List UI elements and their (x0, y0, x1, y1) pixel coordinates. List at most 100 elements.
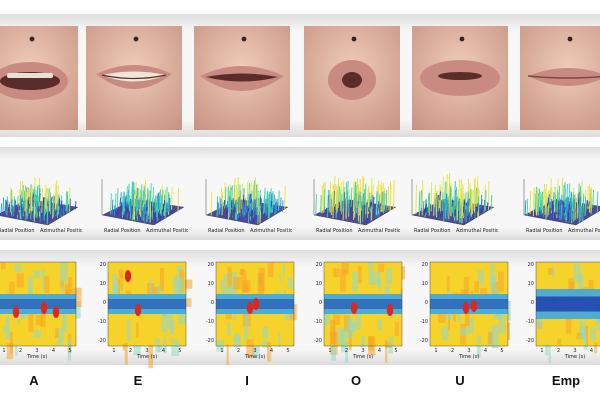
x-tick-label: 1 (220, 348, 223, 354)
x-tick-label: 4 (162, 348, 165, 354)
x-tick-label: 4 (270, 348, 273, 354)
vowel-label-emp: Emp (551, 373, 581, 388)
y-tick-label: -20 (314, 338, 322, 344)
surface-axis-azimuthal: Azimuthal Position (40, 228, 82, 234)
x-tick-label: 2 (129, 348, 132, 354)
x-tick-label: 4 (590, 348, 593, 354)
surface-plot-emp: Radial Position Azimuthal Position (518, 155, 600, 235)
y-tick-label: 10 (528, 281, 534, 287)
vowel-label-row: A E I O U Emp (0, 370, 600, 392)
surface-axis-azimuthal: Azimuthal Position (250, 228, 292, 234)
y-tick-label: 20 (528, 262, 534, 268)
surface-axis-azimuthal: Azimuthal Position (146, 228, 188, 234)
mouth-photo-a (0, 26, 78, 130)
spectrogram-i: 20 10 0 -10 -20 1 2 3 4 5 Time (s) (204, 260, 300, 366)
y-tick-label: 0 (425, 300, 428, 306)
vowel-label-a: A (29, 373, 39, 388)
y-tick-label: -10 (420, 319, 428, 325)
surface-plot-u: Radial Position Azimuthal Position (406, 155, 498, 235)
y-tick-label: 0 (531, 300, 534, 306)
mole-mark (133, 36, 139, 42)
x-tick-label: 4 (484, 348, 487, 354)
x-axis-label: Time (s) (458, 354, 479, 360)
x-tick-label: 5 (500, 348, 503, 354)
x-tick-label: 1 (2, 348, 5, 354)
y-tick-label: -20 (206, 338, 214, 344)
x-tick-label: 3 (467, 348, 470, 354)
y-tick-label: 10 (422, 281, 428, 287)
x-tick-label: 2 (557, 348, 560, 354)
x-tick-label: 1 (434, 348, 437, 354)
surface-axis-radial: Radial Position (526, 228, 563, 234)
x-tick-label: 4 (52, 348, 55, 354)
surface-axis-radial: Radial Position (0, 228, 35, 234)
surface-plot-o: Radial Position Azimuthal Position (308, 155, 400, 235)
hotspot (350, 302, 358, 314)
x-tick-label: 3 (35, 348, 38, 354)
y-tick-label: 0 (319, 300, 322, 306)
y-tick-label: -10 (206, 319, 214, 325)
hotspot (134, 304, 142, 316)
y-tick-label: 20 (100, 262, 106, 268)
y-tick-label: 20 (208, 262, 214, 268)
surface-plot-row: Radial Position Azimuthal Position Radial … (0, 147, 600, 240)
y-tick-label: 20 (316, 262, 322, 268)
hotspot (124, 270, 132, 282)
hotspot (470, 300, 478, 312)
mouth-photo-row (0, 14, 600, 137)
x-tick-label: 1 (328, 348, 331, 354)
x-tick-label: 4 (378, 348, 381, 354)
hotspot (246, 302, 254, 314)
surface-plot-i: Radial Position Azimuthal Position (200, 155, 292, 235)
y-tick-label: 0 (103, 300, 106, 306)
mouth-photo-u (412, 26, 508, 130)
x-tick-label: 2 (451, 348, 454, 354)
mole-mark (459, 36, 465, 42)
surface-plot-band: Radial Position Azimuthal Position Radial … (0, 147, 600, 240)
vowel-label-o: O (350, 373, 362, 388)
mouth-photo-i (194, 26, 290, 130)
surface-axis-azimuthal: Azimuthal Position (456, 228, 498, 234)
mole-mark (351, 36, 357, 42)
vowel-label-i: I (245, 373, 249, 388)
y-tick-label: -20 (526, 338, 534, 344)
hotspot (386, 304, 394, 316)
hotspot (252, 298, 260, 310)
vowel-label-u: U (455, 373, 465, 388)
y-tick-label: 0 (211, 300, 214, 306)
y-tick-label: -10 (98, 319, 106, 325)
x-tick-label: 3 (145, 348, 148, 354)
x-axis-label: Time (s) (244, 354, 265, 360)
x-tick-label: 2 (19, 348, 22, 354)
surface-plot-e: Radial Position Azimuthal Position (96, 155, 188, 235)
y-tick-label: -10 (526, 319, 534, 325)
mole-mark (241, 36, 247, 42)
spectrogram-o: 20 10 0 -10 -20 1 2 3 4 5 Time (s) (312, 260, 408, 364)
surface-axis-radial: Radial Position (414, 228, 451, 234)
y-tick-label: 10 (100, 281, 106, 287)
y-tick-label: 10 (316, 281, 322, 287)
y-tick-label: -10 (314, 319, 322, 325)
mole-mark (567, 36, 573, 42)
y-tick-label: -20 (420, 338, 428, 344)
hotspot (462, 302, 470, 314)
x-tick-label: 3 (573, 348, 576, 354)
surface-plot-a: Radial Position Azimuthal Position (0, 155, 82, 235)
spectrogram-u: 20 10 0 -10 -20 1 2 3 4 5 Time (s) (418, 260, 514, 360)
x-tick-label: 1 (540, 348, 543, 354)
x-tick-label: 5 (178, 348, 181, 354)
surface-axis-radial: Radial Position (104, 228, 141, 234)
mouth-photo-e (86, 26, 182, 130)
x-axis-label: Time (s) (26, 354, 47, 360)
hotspot (40, 302, 48, 314)
mouth-photo-band (0, 14, 600, 137)
mole-mark (29, 36, 35, 42)
x-tick-label: 5 (394, 348, 397, 354)
x-tick-label: 5 (286, 348, 289, 354)
x-axis-label: Time (s) (136, 354, 157, 360)
x-axis-label: Time (s) (352, 354, 373, 360)
